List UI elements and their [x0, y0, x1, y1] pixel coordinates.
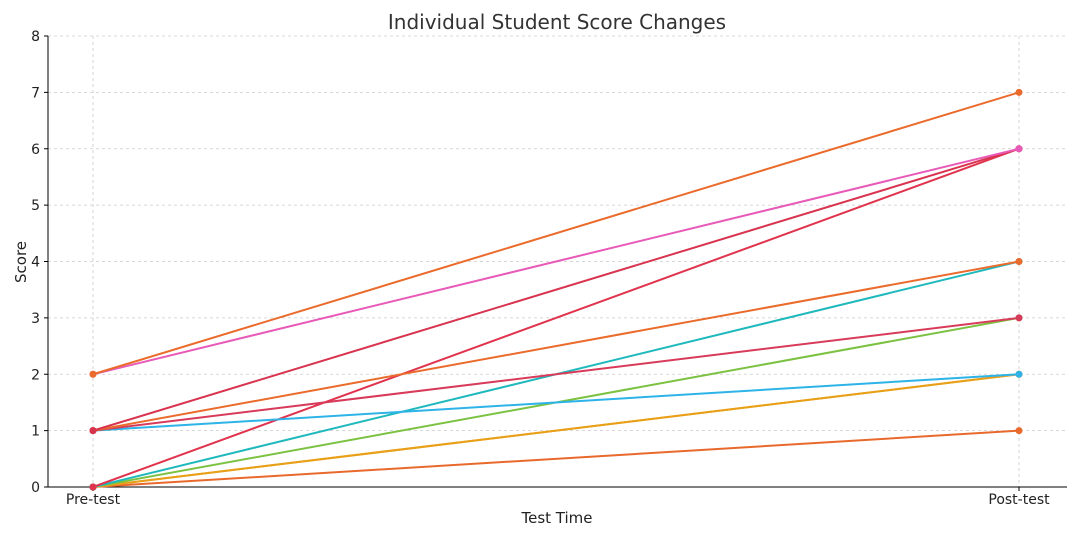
y-tick-label: 3	[31, 311, 40, 327]
series-line	[92, 429, 1020, 488]
series-8	[89, 258, 1023, 435]
y-tick-label: 0	[31, 480, 40, 496]
data-point	[1015, 258, 1023, 265]
y-tick-label: 1	[31, 424, 40, 440]
y-tick-label: 4	[31, 255, 40, 271]
y-tick-label: 7	[31, 85, 40, 101]
series-11	[89, 88, 1023, 378]
y-axis-label: Score	[12, 241, 30, 283]
series-line	[92, 147, 1020, 432]
series-line	[92, 373, 1020, 488]
tick-labels: 0 1 2 3 4 5 6 7 8 Pre-test Post-test	[31, 29, 1050, 508]
y-tick-label: 6	[31, 142, 40, 158]
data-point	[1015, 88, 1023, 96]
series-line	[92, 260, 1020, 432]
x-axis-label: Test Time	[520, 509, 592, 527]
y-tick-label: 2	[31, 367, 40, 383]
series-line	[92, 316, 1020, 432]
series-6	[89, 370, 1023, 435]
series-line	[92, 147, 1020, 376]
x-tick-label: Pre-test	[66, 492, 121, 508]
data-point	[1015, 370, 1023, 378]
series-line	[92, 373, 1020, 432]
data-point	[89, 370, 97, 378]
data-point	[89, 483, 97, 491]
data-point	[1015, 427, 1023, 435]
chart-title: Individual Student Score Changes	[388, 10, 726, 34]
series-line	[92, 147, 1020, 488]
data-point	[1015, 145, 1023, 153]
grid	[48, 35, 1067, 487]
series-line	[92, 91, 1020, 376]
series-group	[89, 88, 1023, 491]
y-tick-label: 5	[31, 198, 40, 214]
x-tick-label: Post-test	[988, 492, 1050, 508]
y-tick-label: 8	[31, 29, 40, 45]
data-point	[89, 427, 97, 435]
axes	[44, 35, 1067, 491]
data-point	[1015, 314, 1023, 322]
